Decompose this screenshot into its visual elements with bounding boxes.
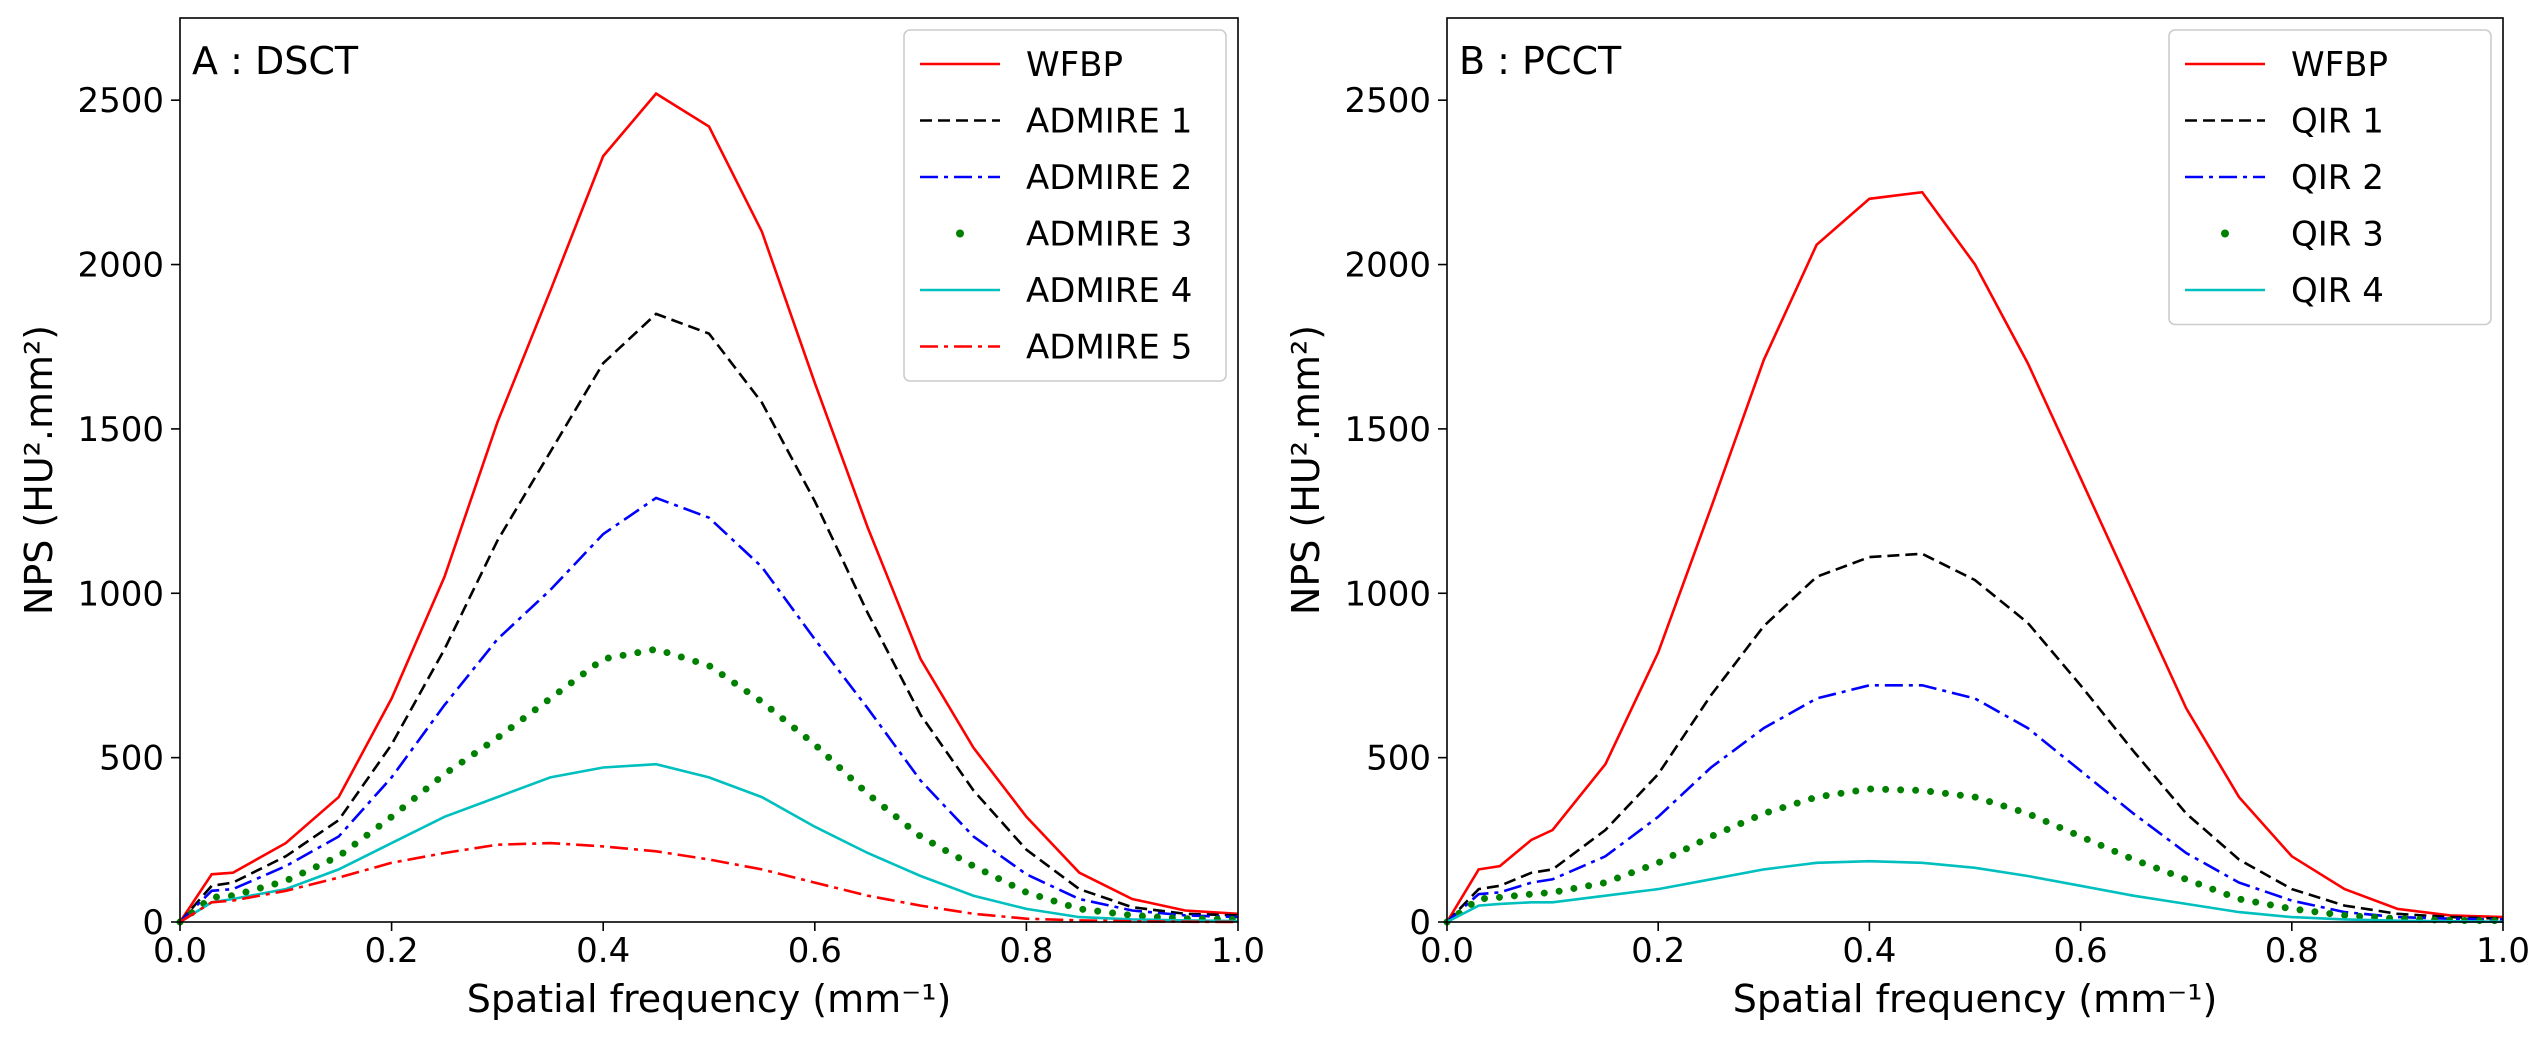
y-tick-label: 0 <box>142 903 164 943</box>
x-tick-label: 1.0 <box>2476 931 2530 971</box>
series-line-qir-4 <box>1446 859 2504 924</box>
y-tick-label: 2000 <box>1344 246 1431 286</box>
legend-label: WFBP <box>2291 45 2388 85</box>
x-tick-label: 1.0 <box>1211 931 1265 971</box>
y-axis-label: NPS (HU².mm²) <box>1284 325 1328 615</box>
y-tick-label: 0 <box>1409 903 1431 943</box>
y-axis-label: NPS (HU².mm²) <box>17 325 61 615</box>
x-tick-label: 0.0 <box>153 931 207 971</box>
y-tick-label: 2500 <box>77 81 164 121</box>
legend-label: ADMIRE 4 <box>1026 271 1192 311</box>
legend-key-qir-3 <box>2221 229 2229 238</box>
legend-label: QIR 3 <box>2291 215 2384 255</box>
series-line-admire-3 <box>176 645 1242 926</box>
x-tick-label: 0.8 <box>2265 931 2319 971</box>
x-tick-label: 0.6 <box>2054 931 2108 971</box>
y-tick-label: 1500 <box>77 410 164 450</box>
series-line-qir-1 <box>1446 552 2504 923</box>
x-tick-label: 0.2 <box>365 931 419 971</box>
legend-label: ADMIRE 1 <box>1026 102 1192 142</box>
plot-frame <box>179 17 1239 923</box>
x-tick-label: 0.0 <box>1420 931 1474 971</box>
legend-label: QIR 1 <box>2291 102 2384 142</box>
x-tick-label: 0.2 <box>1631 931 1685 971</box>
series-line-admire-4 <box>179 762 1239 924</box>
series-line-admire-2 <box>179 496 1239 923</box>
plot-frame <box>1446 17 2504 923</box>
panel-title: A : DSCT <box>192 39 359 83</box>
legend-label: ADMIRE 5 <box>1026 328 1192 368</box>
series-line-wfbp <box>1445 190 2504 923</box>
y-tick-label: 1500 <box>1344 410 1431 450</box>
y-tick-label: 2000 <box>77 246 164 286</box>
y-tick-label: 1000 <box>77 574 164 614</box>
y-tick-label: 500 <box>1366 739 1431 779</box>
panel-a-dsct: 0.0 0.2 0.4 0.6 0.8 1.0 0 500 1000 1500 2000 2500 Sp… <box>17 17 1265 1021</box>
legend-label: WFBP <box>1026 45 1123 85</box>
y-tick-label: 2500 <box>1344 81 1431 121</box>
x-tick-label: 0.4 <box>576 931 630 971</box>
legend-label: QIR 2 <box>2291 158 2384 198</box>
y-tick-label: 500 <box>99 739 164 779</box>
panel-title: B : PCCT <box>1459 39 1622 83</box>
x-tick-label: 0.6 <box>788 931 842 971</box>
x-tick-label: 0.4 <box>1842 931 1896 971</box>
legend-label: ADMIRE 3 <box>1026 215 1192 255</box>
legend-key-admire-3 <box>956 229 964 238</box>
series-line-admire-5 <box>179 841 1239 924</box>
legend-label: QIR 4 <box>2291 271 2384 311</box>
y-tick-label: 1000 <box>1344 574 1431 614</box>
x-axis-label: Spatial frequency (mm⁻¹) <box>1733 977 2218 1021</box>
legend-label: ADMIRE 2 <box>1026 158 1192 198</box>
series-line-qir-2 <box>1446 683 2504 923</box>
legend-box <box>2168 29 2492 326</box>
series-line-wfbp <box>178 91 1239 923</box>
panel-b-pcct: 0.0 0.2 0.4 0.6 0.8 1.0 0 500 1000 1500 2000 2500 Sp… <box>1284 17 2530 1021</box>
series-line-qir-3 <box>1443 785 2507 926</box>
series-line-admire-1 <box>179 312 1239 923</box>
legend-box <box>903 29 1227 382</box>
x-axis-label: Spatial frequency (mm⁻¹) <box>467 977 952 1021</box>
x-tick-label: 0.8 <box>999 931 1053 971</box>
